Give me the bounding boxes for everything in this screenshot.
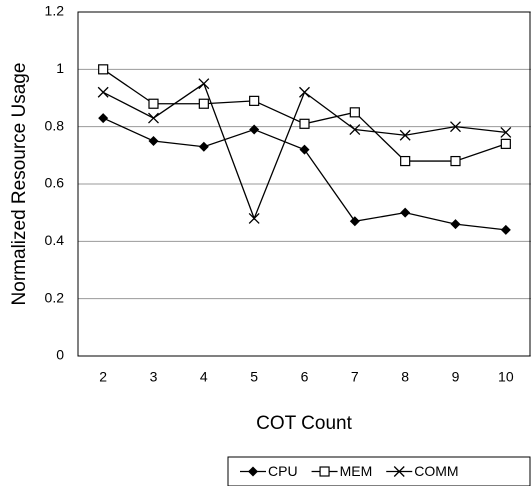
marker	[400, 207, 411, 218]
marker	[450, 219, 461, 230]
x-tick-label: 2	[99, 369, 107, 385]
y-tick-label: 1	[56, 60, 64, 76]
marker	[299, 144, 310, 155]
x-tick-label: 4	[200, 369, 208, 385]
y-tick-label: 1.2	[45, 3, 65, 19]
marker	[500, 224, 511, 235]
marker	[500, 126, 512, 138]
marker	[249, 124, 260, 135]
series-line	[102, 117, 506, 231]
x-tick-label: 8	[401, 369, 409, 385]
marker	[97, 86, 109, 98]
y-tick-label: 0.2	[45, 289, 65, 305]
marker	[198, 78, 210, 90]
marker	[299, 118, 310, 129]
marker	[299, 86, 310, 98]
legend-box	[227, 456, 531, 486]
legend-marker	[319, 466, 330, 477]
marker	[148, 136, 159, 146]
marker	[349, 107, 360, 118]
y-tick-label: 0	[56, 347, 64, 363]
x-tick-label: 5	[250, 369, 258, 385]
x-tick-label: 7	[351, 369, 359, 385]
marker	[198, 141, 209, 152]
x-tick-label: 10	[498, 369, 514, 385]
legend-marker	[248, 466, 258, 477]
x-tick-label: 9	[452, 369, 460, 385]
marker	[248, 212, 260, 224]
marker	[148, 112, 159, 124]
marker	[249, 95, 260, 106]
x-tick-label: 3	[150, 369, 158, 385]
marker	[198, 98, 209, 109]
marker	[98, 64, 109, 75]
x-axis-label: COT Count	[256, 413, 352, 434]
marker	[98, 113, 109, 124]
legend-label: CPU	[268, 463, 298, 479]
y-tick-label: 0.6	[45, 175, 65, 191]
legend-label: COMM	[414, 463, 458, 479]
marker	[349, 216, 360, 227]
marker	[450, 155, 461, 167]
marker	[500, 138, 511, 149]
marker	[349, 124, 361, 135]
marker	[148, 98, 159, 109]
x-tick-label: 6	[301, 369, 309, 385]
y-axis-label: Normalized Resource Usage	[9, 63, 30, 306]
legend-label: MEM	[340, 463, 373, 479]
marker	[400, 155, 411, 167]
y-tick-label: 0.8	[45, 117, 65, 133]
marker	[399, 129, 411, 141]
marker	[450, 121, 461, 133]
plot-frame	[77, 11, 531, 357]
legend-marker	[393, 466, 405, 477]
y-tick-label: 0.4	[45, 232, 65, 248]
